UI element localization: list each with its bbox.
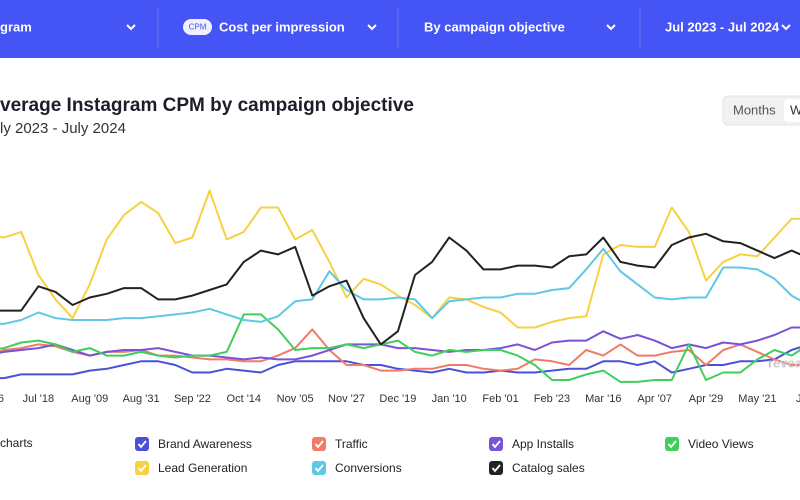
dropdown-label[interactable]: By campaign objective [424,19,565,34]
x-tick-label: Feb '23 [534,393,570,405]
legend-label[interactable]: Lead Generation [158,461,247,475]
series-line [0,313,800,383]
x-tick-label: Sep '22 [174,393,211,405]
toggle-active [784,99,800,122]
series-line [0,247,800,325]
x-tick-label: Oct '14 [227,393,262,405]
x-tick-label: Dec '19 [379,393,416,405]
x-tick-label: Apr '07 [637,393,672,405]
legend-check [137,464,147,473]
x-tick-label: Aug '31 [123,393,160,405]
legend-label[interactable]: Brand Awareness [158,437,252,451]
top-bar [0,0,800,58]
legend-label[interactable]: Catalog sales [512,461,585,475]
dropdown-label[interactable]: Jul 2023 - Jul 2024 [665,19,780,34]
legend-checkbox[interactable] [135,461,149,475]
x-tick-label: May '21 [738,393,776,405]
x-tick-label: Aug '09 [71,393,108,405]
series-line [0,346,800,380]
badge [183,19,212,35]
legend-check [314,464,324,473]
legend-check [491,440,501,449]
toggle-option[interactable]: W [790,102,800,117]
legend-checkbox[interactable] [135,437,149,451]
x-tick-label: Nov '27 [328,393,365,405]
x-tick-label: Feb '01 [482,393,518,405]
series-line [0,232,800,346]
series-line [0,328,800,372]
legend-check [314,440,324,449]
content [0,58,800,500]
legend-checkbox[interactable] [312,437,326,451]
chevron[interactable] [126,24,136,31]
legend-label[interactable]: Traffic [335,437,368,451]
legend-check [491,464,501,473]
legend-check [667,440,677,449]
view-toggle [722,95,800,126]
chevrons [126,24,791,31]
badge-text: CPM [189,23,207,32]
legend-label[interactable]: App Installs [512,437,574,451]
legend-checkbox[interactable] [489,437,503,451]
watermark: revea [768,355,800,370]
chart-subtitle: ly 2023 - July 2024 [0,120,126,137]
series-line [0,189,800,329]
chart-title: verage Instagram CPM by campaign objecti… [0,95,414,116]
chevron[interactable] [781,24,791,31]
x-tick-label: Ju [796,393,800,405]
x-tick-label: Nov '05 [277,393,314,405]
legend-checkbox[interactable] [489,461,503,475]
legend-label[interactable]: Conversions [335,461,402,475]
x-tick-label: Jan '10 [432,393,467,405]
legend-toggle-all[interactable]: charts [0,436,33,450]
x-tick-label: 6 [0,393,4,405]
legend-checkbox[interactable] [665,437,679,451]
chevron[interactable] [367,24,377,31]
dropdown-label[interactable]: Cost per impression [219,19,345,34]
legend-checkbox[interactable] [312,461,326,475]
legend-check [137,440,147,449]
x-tick-label: Mar '16 [585,393,621,405]
chevron[interactable] [606,24,616,31]
series-line [0,326,800,361]
x-tick-label: Apr '29 [689,393,724,405]
legend-label[interactable]: Video Views [688,437,754,451]
dropdown-label[interactable]: gram [0,19,32,34]
x-tick-label: Jul '18 [23,393,54,405]
toggle-option[interactable]: Months [733,102,776,117]
